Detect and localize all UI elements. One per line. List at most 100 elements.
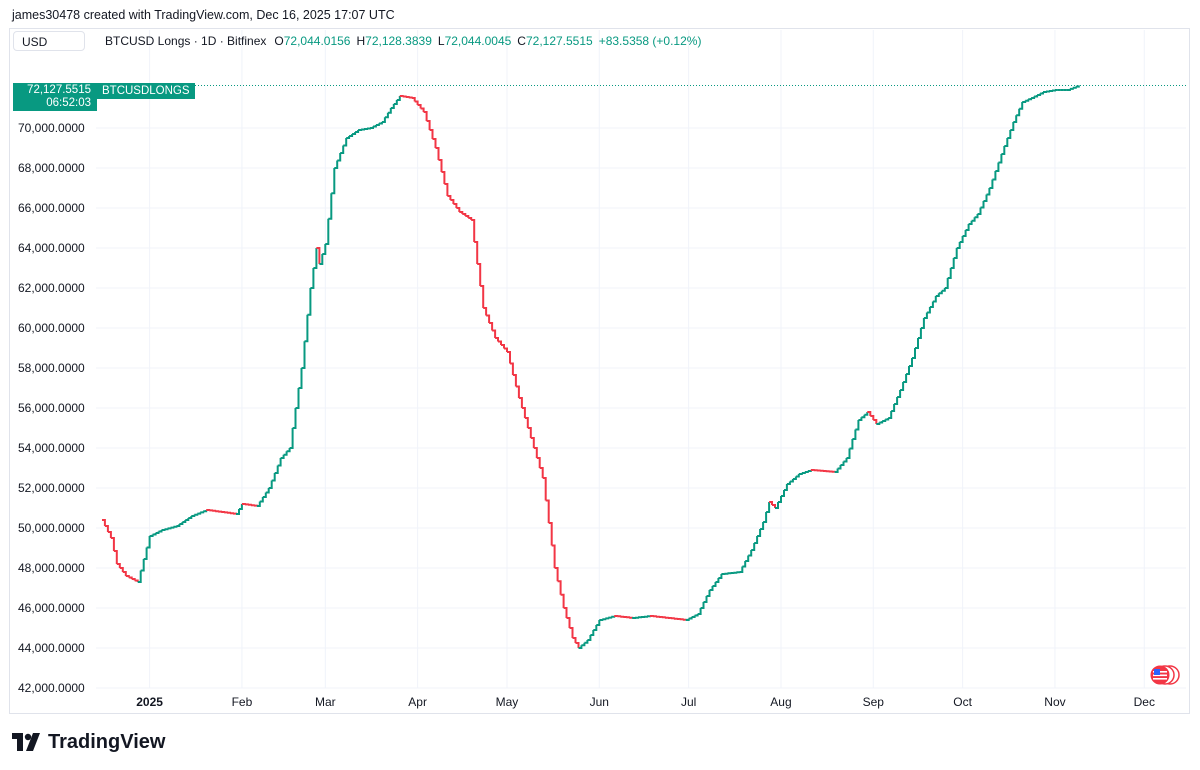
bar-up [971, 217, 976, 222]
bar-up [301, 341, 306, 369]
bar-up [194, 513, 199, 516]
bar-up [396, 96, 401, 101]
bar-up [992, 171, 997, 181]
bar-up [152, 533, 157, 536]
bar-up [912, 348, 916, 359]
bar-down [772, 504, 776, 508]
x-tick-label: May [495, 695, 519, 709]
bar-up [715, 578, 720, 583]
bar-up [1046, 90, 1050, 93]
bar-up [968, 220, 973, 225]
bar-up [962, 230, 967, 237]
bar-up [897, 390, 902, 398]
bar-up [739, 566, 744, 573]
bar-down [542, 477, 547, 501]
bar-up [837, 465, 842, 470]
tradingview-logo[interactable]: TradingView [12, 730, 165, 754]
bar-down [113, 550, 118, 564]
bar-down [411, 97, 416, 102]
bar-up [170, 526, 175, 529]
bar-down [477, 263, 482, 286]
bar-down [465, 215, 470, 218]
bar-up [200, 511, 205, 514]
bar-down [468, 217, 473, 220]
legend-high: 72,128.3839 [365, 34, 432, 48]
bar-up [700, 602, 705, 609]
bar-down [435, 147, 440, 160]
bar-up [191, 514, 196, 517]
x-tick-label: Apr [408, 695, 427, 709]
legend-open: 72,044.0156 [283, 34, 351, 48]
bar-up [137, 570, 142, 583]
bar-up [950, 258, 955, 269]
bar-up [697, 608, 702, 615]
bar-up [956, 242, 961, 249]
author-line: james30478 created with TradingView.com,… [12, 8, 395, 22]
bar-up [935, 293, 940, 297]
x-tick-label: Feb [231, 695, 253, 709]
bar-up [188, 516, 193, 519]
bar-up [1004, 138, 1009, 147]
us-flag-icon[interactable] [1148, 664, 1182, 686]
bar-down [563, 607, 568, 618]
bar-up [203, 510, 208, 513]
bar-up [807, 470, 812, 472]
logo-text: TradingView [48, 730, 166, 753]
series-name-tag: BTCUSDLONGS [97, 83, 195, 99]
x-tick-label: Mar [314, 695, 336, 709]
bar-down [521, 407, 526, 418]
bar-down [102, 519, 106, 526]
bar-up [364, 128, 368, 130]
x-tick-label: 2025 [136, 695, 163, 709]
bar-up [611, 615, 616, 618]
bar-up [239, 504, 243, 510]
currency-button[interactable]: USD [13, 31, 85, 51]
bar-down [405, 96, 410, 98]
bar-up [304, 314, 309, 343]
bar-up [909, 358, 913, 367]
bar-down [515, 385, 520, 398]
bar-up [599, 619, 604, 621]
y-tick-label: 46,000.0000 [18, 601, 85, 615]
bar-up [885, 418, 890, 421]
bar-up [334, 160, 339, 169]
bar-up [781, 490, 785, 497]
legend-symbol[interactable]: BTCUSD Longs · 1D · Bitfinex [105, 34, 267, 48]
bar-up [370, 126, 374, 129]
bar-up [1013, 115, 1018, 123]
bar-up [358, 129, 363, 131]
bar-up [903, 374, 908, 383]
bar-up [295, 388, 300, 409]
bar-up [691, 615, 696, 618]
bar-up [384, 112, 389, 119]
bar-up [784, 484, 788, 491]
bar-up [390, 104, 395, 109]
bar-up [864, 412, 869, 416]
bar-up [888, 411, 893, 419]
bar-up [861, 414, 866, 419]
bar-down [566, 617, 571, 628]
bar-down [507, 351, 511, 364]
bar-down [536, 457, 541, 468]
bar-down [518, 397, 523, 408]
bar-up [277, 458, 282, 467]
bar-up [694, 614, 699, 617]
ohlc-legend: BTCUSD Longs · 1D · Bitfinex O72,044.0156… [105, 34, 707, 48]
bar-up [1025, 99, 1030, 102]
bar-up [361, 128, 365, 131]
bar-down [453, 203, 458, 208]
bar-up [1019, 102, 1024, 110]
bar-up [920, 318, 925, 329]
bar-up [343, 138, 348, 147]
bar-up [882, 419, 887, 422]
bar-up [265, 488, 270, 494]
bar-up [602, 618, 607, 621]
bar-up [346, 136, 351, 139]
bar-down [512, 374, 517, 387]
bar-up [775, 502, 779, 509]
x-tick-label: Aug [770, 695, 792, 709]
bar-down [551, 544, 556, 568]
bar-down [110, 537, 115, 551]
bar-up [298, 368, 303, 389]
